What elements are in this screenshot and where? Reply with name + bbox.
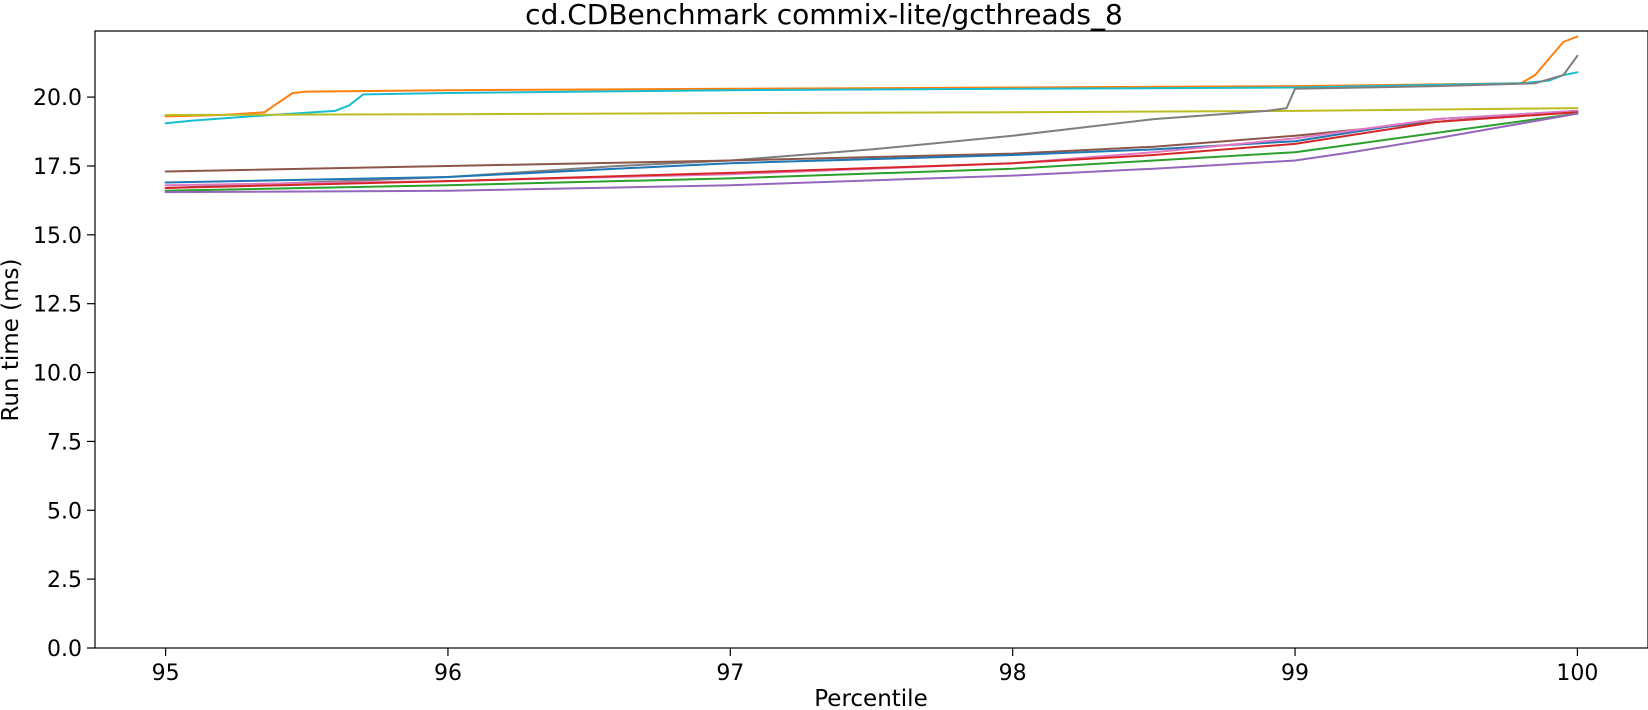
x-tick-label: 98 bbox=[999, 661, 1027, 686]
x-axis-label: Percentile bbox=[814, 686, 927, 710]
y-tick-label: 5.0 bbox=[47, 499, 82, 524]
y-tick-label: 0.0 bbox=[47, 637, 82, 662]
series-line-8 bbox=[164, 111, 1579, 189]
series-line-9 bbox=[164, 112, 1579, 192]
series-group bbox=[164, 35, 1579, 194]
axes-frame bbox=[94, 30, 1648, 649]
series-line-10 bbox=[164, 112, 1579, 194]
x-tick-label: 95 bbox=[152, 661, 180, 686]
x-tick-label: 99 bbox=[1281, 661, 1309, 686]
series-line-6 bbox=[164, 109, 1579, 184]
y-tick-label: 12.5 bbox=[33, 293, 82, 318]
y-tick-label: 7.5 bbox=[47, 430, 82, 455]
y-tick-label: 2.5 bbox=[47, 568, 82, 593]
y-axis: 0.0 2.5 5.0 7.5 10.0 12.5 15.0 17.5 20.0 bbox=[33, 86, 95, 662]
x-tick-label: 97 bbox=[716, 661, 744, 686]
y-tick-label: 15.0 bbox=[33, 224, 82, 249]
x-tick-label: 100 bbox=[1556, 661, 1598, 686]
series-line-3 bbox=[164, 107, 1579, 116]
series-line-2 bbox=[164, 71, 1579, 125]
y-tick-label: 10.0 bbox=[33, 362, 82, 387]
chart-title: cd.CDBenchmark commix-lite/gcthreads_8 bbox=[525, 0, 1123, 31]
y-axis-label: Run time (ms) bbox=[0, 258, 24, 421]
series-line-4 bbox=[164, 54, 1579, 189]
x-tick-label: 96 bbox=[434, 661, 462, 686]
series-line-1 bbox=[164, 35, 1579, 118]
y-tick-label: 20.0 bbox=[33, 86, 82, 111]
x-axis: 95 96 97 98 99 100 bbox=[152, 648, 1598, 686]
y-tick-label: 17.5 bbox=[33, 155, 82, 180]
series-line-5 bbox=[164, 109, 1579, 173]
